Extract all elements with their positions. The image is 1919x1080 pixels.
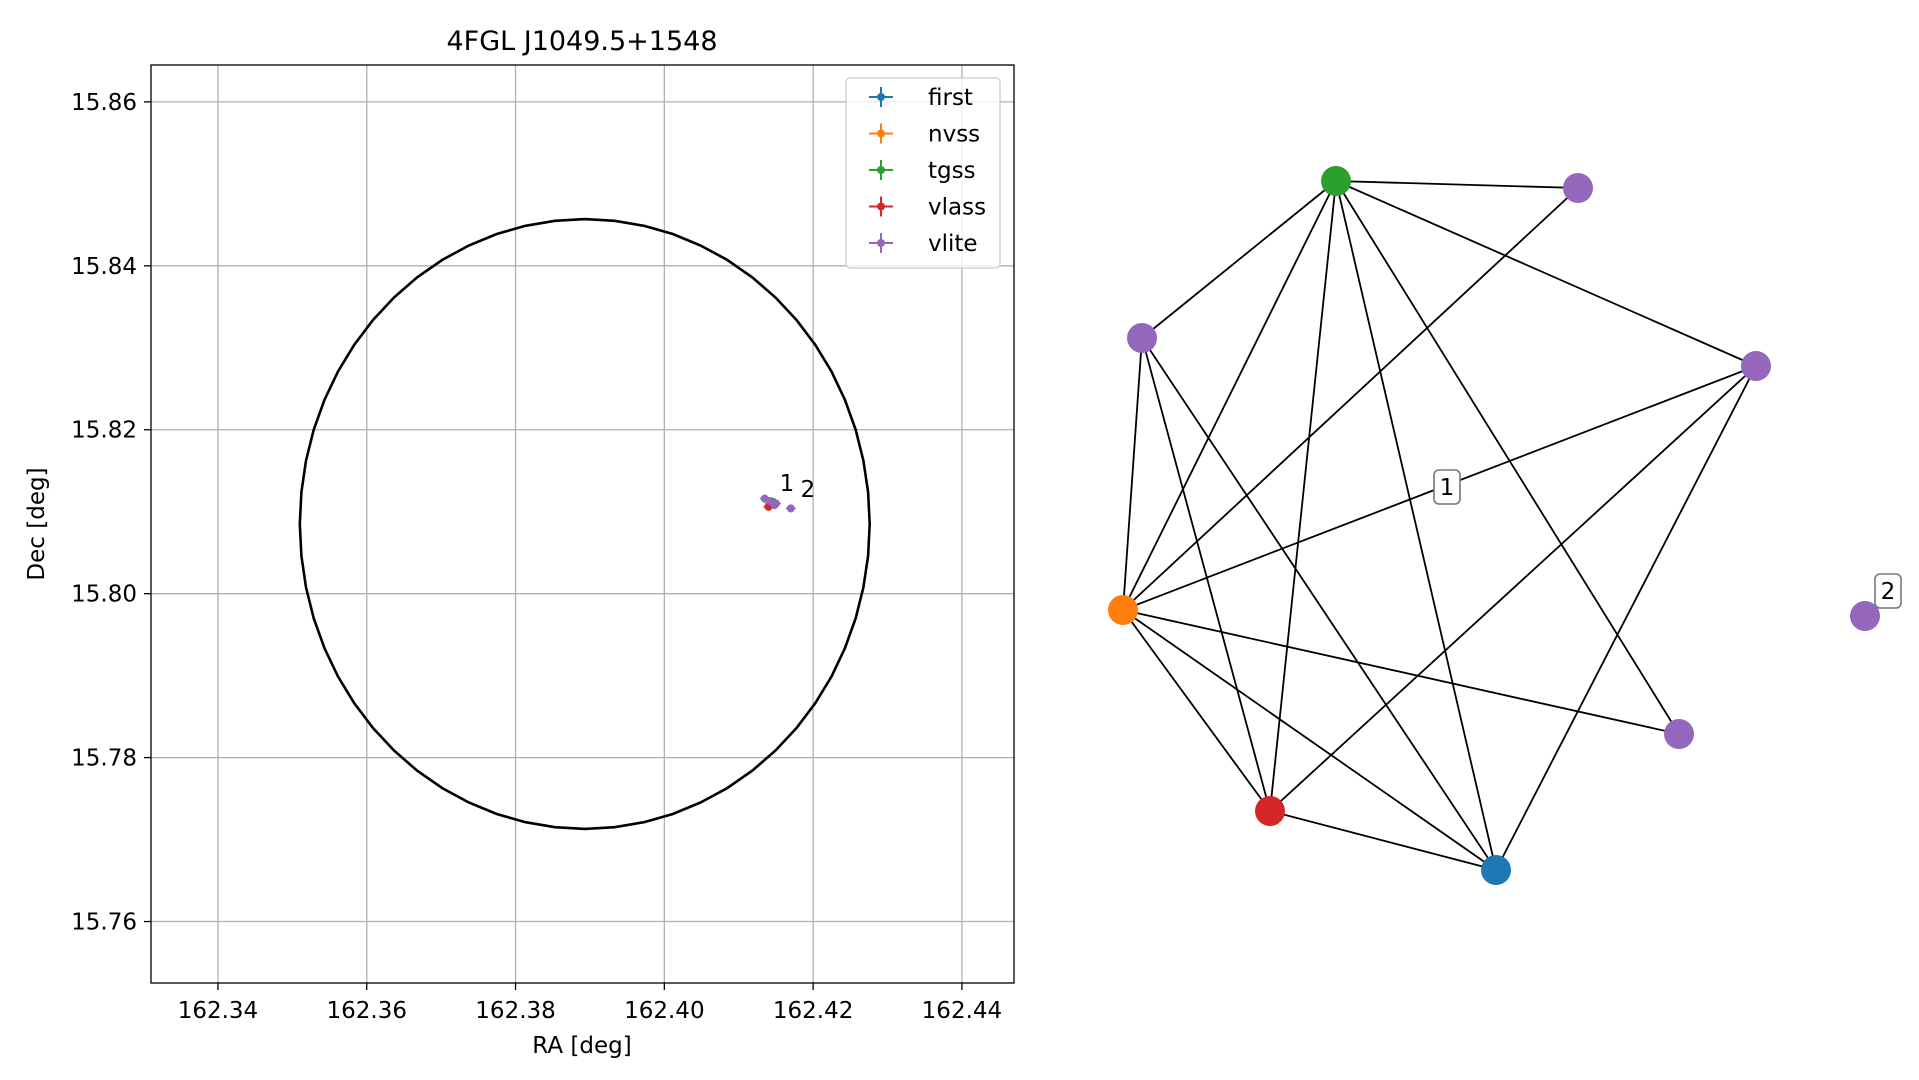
- legend-marker-dot: [877, 202, 885, 211]
- legend-label: vlass: [928, 195, 986, 221]
- y-tick-label: 15.80: [71, 582, 137, 608]
- cluster-label-box: [1433, 469, 1461, 505]
- network-edge: [1141, 180, 1337, 339]
- network-edge: [1122, 609, 1271, 812]
- y-tick-label: 15.78: [71, 746, 137, 772]
- network-edge: [1495, 365, 1757, 871]
- y-tick-label: 15.82: [71, 418, 137, 444]
- legend-items: first nvss tgss vlass vlite: [869, 85, 986, 257]
- x-axis-label: RA [deg]: [532, 1033, 631, 1059]
- y-tick-label: 15.84: [71, 254, 137, 280]
- network-edge: [1122, 609, 1680, 735]
- x-tick-label: 162.44: [922, 998, 1002, 1024]
- cluster-labels: 12: [1433, 469, 1902, 609]
- network-node-first: [1481, 855, 1511, 885]
- legend: first nvss tgss vlass vlite: [845, 77, 1001, 269]
- network-node-nvss: [1108, 595, 1138, 625]
- cluster-label-box: [1874, 573, 1902, 609]
- network-edge: [1141, 337, 1271, 812]
- x-axis-ticks: 162.34 162.36 162.38 162.40 162.42 162.44: [178, 983, 1002, 1024]
- y-tick-label: 15.86: [71, 90, 137, 116]
- x-tick-label: 162.38: [475, 998, 555, 1024]
- legend-marker-dot: [877, 129, 885, 138]
- point-annotation: 2: [800, 477, 815, 503]
- network-edge: [1335, 180, 1757, 367]
- cluster-label: 1: [1440, 475, 1455, 501]
- network-node-vlite-a: [1563, 173, 1593, 203]
- network-edge: [1269, 810, 1497, 871]
- legend-marker-dot: [877, 93, 885, 101]
- network-edge: [1122, 337, 1143, 611]
- network-node-vlass: [1255, 796, 1285, 826]
- legend-label: tgss: [928, 158, 976, 184]
- network-edge: [1269, 180, 1337, 812]
- y-tick-label: 15.76: [71, 910, 137, 936]
- network-node-vlite-b: [1127, 323, 1157, 353]
- network-edge: [1122, 187, 1579, 611]
- y-axis-label: Dec [deg]: [24, 467, 50, 580]
- legend-marker-dot: [877, 239, 885, 247]
- x-tick-label: 162.34: [178, 998, 258, 1024]
- network-edge: [1122, 609, 1497, 871]
- network-nodes: [1108, 166, 1880, 885]
- network-node-vlite-d: [1664, 719, 1694, 749]
- x-tick-label: 162.40: [624, 998, 704, 1024]
- network-edge: [1122, 180, 1337, 611]
- cluster-label: 2: [1881, 579, 1896, 605]
- chart-title: 4FGL J1049.5+1548: [446, 26, 717, 57]
- x-tick-label: 162.42: [773, 998, 853, 1024]
- vlite-point: [770, 501, 779, 510]
- network-edge: [1141, 337, 1497, 871]
- network-edge: [1335, 180, 1680, 735]
- legend-frame: [845, 77, 1001, 269]
- legend-label: nvss: [928, 122, 980, 148]
- plot-frame: [150, 64, 1015, 984]
- legend-label: vlite: [928, 231, 978, 257]
- network-edge: [1335, 180, 1579, 189]
- vlite-point: [786, 504, 795, 513]
- legend-marker-dot: [877, 166, 885, 174]
- error-ellipse: [298, 217, 872, 831]
- network-node-tgss: [1321, 166, 1351, 196]
- legend-label: first: [928, 85, 973, 111]
- x-tick-label: 162.36: [327, 998, 407, 1024]
- network-edges: [1122, 180, 1757, 871]
- network-node-vlite-e: [1850, 601, 1880, 631]
- network-edge: [1335, 180, 1497, 871]
- data-points: [759, 494, 796, 513]
- network-node-vlite-c: [1741, 351, 1771, 381]
- point-annotation: 1: [780, 471, 795, 497]
- network-edge: [1269, 365, 1757, 812]
- y-axis-ticks: 15.76 15.78 15.80 15.82 15.84 15.86: [71, 90, 151, 936]
- network-panel: 12: [1108, 166, 1902, 885]
